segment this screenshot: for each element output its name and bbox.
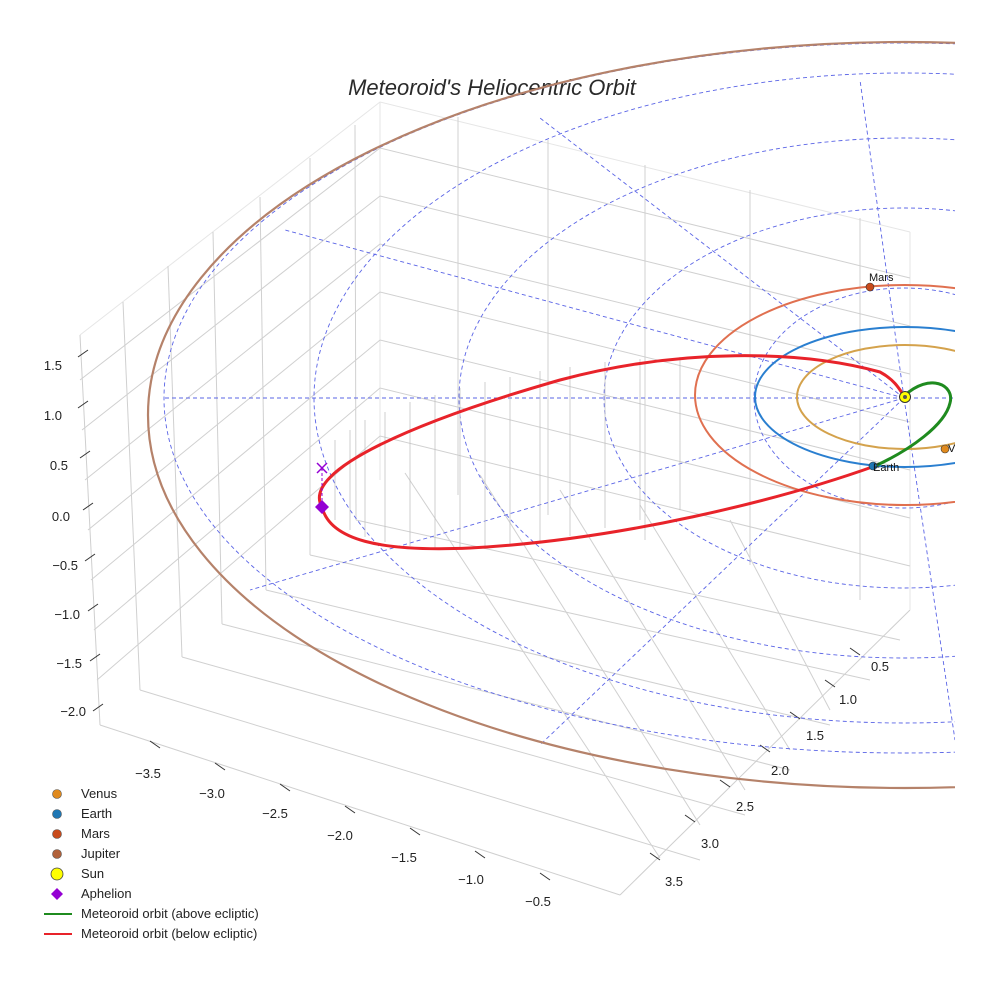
ecliptic-ring — [458, 137, 955, 659]
y-tick: 2.0 — [771, 763, 789, 778]
x-tick: −1.0 — [458, 872, 484, 887]
jupiter-legend-symbol — [52, 849, 62, 859]
mars-label: Mars — [869, 272, 894, 284]
venus-marker — [940, 444, 950, 454]
earth-marker — [868, 461, 878, 471]
legend-label: Earth — [81, 806, 113, 821]
ecliptic-spoke — [903, 397, 955, 741]
y-tick: 1.0 — [839, 692, 857, 707]
orbit-below-legend-symbol — [44, 933, 72, 935]
legend-item-orbit-below: Meteoroid orbit (below ecliptic) — [36, 924, 356, 944]
y-axis-ticks: 0.5 1.0 1.5 2.0 2.5 3.0 3.5 — [665, 659, 889, 889]
z-tick: 1.0 — [44, 408, 62, 423]
aphelion-legend-symbol — [51, 888, 63, 900]
aphelion-projection-x — [316, 462, 328, 474]
meteoroid-orbit-above — [874, 381, 953, 468]
venus-legend-symbol — [52, 789, 62, 799]
ecliptic-ring — [313, 72, 955, 724]
y-tick: 3.0 — [701, 836, 719, 851]
aphelion-diamond — [315, 500, 329, 514]
legend-label: Meteoroid orbit (above ecliptic) — [81, 906, 259, 921]
x-tick: −3.5 — [135, 766, 161, 781]
meteoroid-orbit-below-lower — [320, 464, 876, 551]
legend: Venus Earth Mars Jupiter Sun Aphelion Me… — [36, 784, 356, 944]
earth-label: Earth — [873, 462, 899, 474]
legend-label: Sun — [81, 866, 105, 881]
legend-item-venus: Venus — [36, 784, 356, 804]
sun-legend-symbol — [50, 867, 64, 881]
legend-label: Aphelion — [81, 886, 132, 901]
legend-label: Jupiter — [81, 846, 121, 861]
venus-label: Venus — [948, 443, 979, 455]
orbit-above-legend-symbol — [44, 913, 72, 915]
x-axis-ticks: −3.5 −3.0 −2.5 −2.0 −1.5 −1.0 −0.5 — [135, 766, 551, 909]
legend-label: Meteoroid orbit (below ecliptic) — [81, 926, 258, 941]
z-tick: 1.5 — [44, 358, 62, 373]
z-tick: 0.0 — [52, 509, 70, 524]
legend-item-sun: Sun — [36, 864, 356, 884]
chart-title: Meteoroid's Heliocentric Orbit — [348, 75, 637, 100]
legend-label: Venus — [81, 786, 118, 801]
mars-marker — [865, 282, 875, 292]
earth-legend-symbol — [52, 809, 62, 819]
legend-item-earth: Earth — [36, 804, 356, 824]
z-tick: −1.0 — [54, 607, 80, 622]
ecliptic-spoke — [249, 397, 905, 591]
y-tick: 2.5 — [736, 799, 754, 814]
ecliptic-ring — [603, 207, 955, 589]
y-tick: 1.5 — [806, 728, 824, 743]
mars-orbit — [694, 284, 955, 506]
sun-center — [903, 395, 907, 399]
legend-item-aphelion: Aphelion — [36, 884, 356, 904]
z-tick: −0.5 — [52, 558, 78, 573]
x-tick: −3.0 — [199, 786, 225, 801]
legend-item-jupiter: Jupiter — [36, 844, 356, 864]
legend-item-mars: Mars — [36, 824, 356, 844]
mars-legend-symbol — [52, 829, 62, 839]
z-tick: 0.5 — [50, 458, 68, 473]
projection-lines — [334, 357, 681, 549]
meteoroid-orbit-below-upper — [318, 354, 906, 508]
x-tick: −2.5 — [262, 806, 288, 821]
ecliptic-ring — [753, 287, 955, 509]
x-tick: −1.5 — [391, 850, 417, 865]
y-tick: 3.5 — [665, 874, 683, 889]
legend-label: Mars — [81, 826, 110, 841]
x-tick: −2.0 — [327, 828, 353, 843]
jupiter-orbit — [147, 41, 955, 789]
ecliptic-spoke — [859, 79, 905, 399]
z-tick: −1.5 — [56, 656, 82, 671]
ecliptic-spoke — [284, 229, 905, 399]
z-axis-ticks: 1.5 1.0 0.5 0.0 −0.5 −1.0 −1.5 −2.0 — [44, 358, 86, 719]
z-tick: −2.0 — [60, 704, 86, 719]
earth-orbit — [754, 326, 955, 468]
legend-item-orbit-above: Meteoroid orbit (above ecliptic) — [36, 904, 356, 924]
y-tick: 0.5 — [871, 659, 889, 674]
x-tick: −0.5 — [525, 894, 551, 909]
